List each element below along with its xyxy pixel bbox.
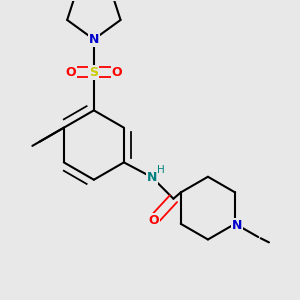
Text: S: S: [89, 66, 98, 79]
Text: O: O: [112, 66, 122, 79]
Text: N: N: [89, 33, 99, 46]
Text: N: N: [89, 33, 99, 46]
Text: N: N: [147, 171, 157, 184]
Text: O: O: [148, 214, 159, 227]
Text: N: N: [232, 219, 242, 232]
Text: O: O: [65, 66, 76, 79]
Text: H: H: [157, 165, 165, 175]
